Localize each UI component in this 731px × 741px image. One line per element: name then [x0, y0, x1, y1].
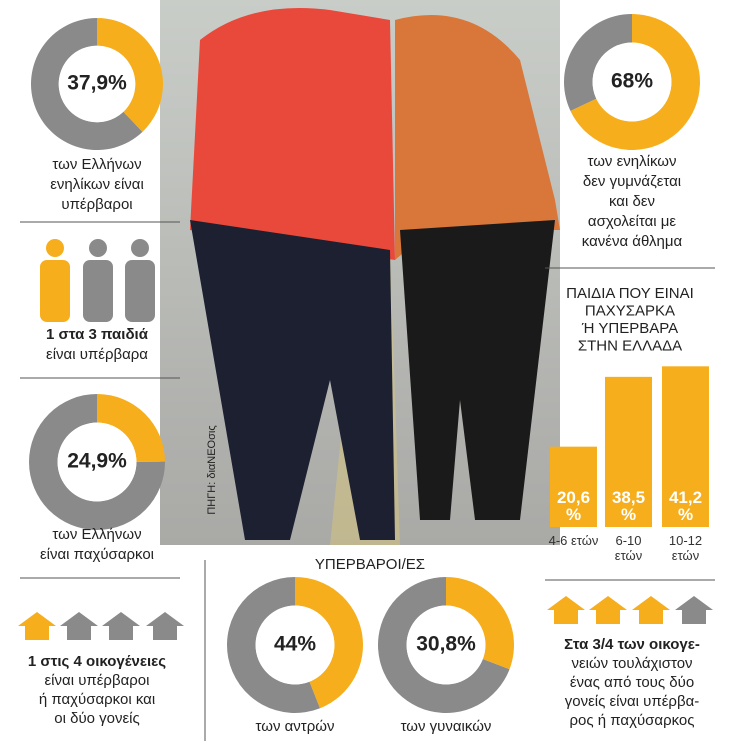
house-wall	[25, 626, 49, 640]
x-tick-label: 10-12 ετών	[668, 533, 703, 563]
chart-title: Ή ΥΠΕΡΒΑΡΑ	[581, 320, 678, 337]
donut-caption: ενηλίκων είναι	[50, 176, 144, 193]
chart-title: ΠΑΧΥΣΑΡΚΑ	[585, 302, 675, 319]
house-icon	[589, 596, 627, 624]
donut-rest	[29, 394, 165, 530]
person-body	[125, 260, 155, 322]
house-roof	[675, 596, 713, 610]
families-text: ρος ή παχύσαρκος	[569, 712, 694, 729]
source: ΠΗΓΗ: διαΝΕΟσις	[206, 425, 218, 514]
value-label: 41,2 %	[668, 488, 703, 524]
house-wall	[153, 626, 177, 640]
house-icon	[60, 612, 98, 640]
person-head	[131, 239, 149, 257]
house-wall	[596, 610, 620, 624]
donut-hole	[58, 45, 136, 123]
chart-title: ΠΑΙΔΙΑ ΠΟΥ ΕΙΝΑΙ	[566, 285, 694, 302]
donut-label: 37,9%	[67, 72, 127, 95]
donut-caption: κανένα άθλημα	[582, 233, 683, 250]
donut-segment	[97, 394, 165, 462]
house-roof	[632, 596, 670, 610]
donut-hole	[57, 422, 137, 502]
donut-caption: των αντρών	[256, 718, 335, 735]
house-icon	[146, 612, 184, 640]
donut-segment	[295, 577, 363, 709]
donut-segment	[446, 577, 514, 670]
children-text: είναι υπέρβαρα	[46, 346, 148, 363]
separators	[20, 221, 715, 741]
house-roof	[589, 596, 627, 610]
person-head	[46, 239, 64, 257]
donut-label: 24,9%	[67, 450, 127, 473]
house-icon	[632, 596, 670, 624]
person-icon	[83, 239, 113, 322]
value-label: 20,6 %	[556, 488, 591, 524]
house-roof	[60, 612, 98, 626]
donut-label: 68%	[611, 70, 653, 93]
families-text: ένας από τους δύο	[570, 674, 694, 691]
house-roof	[146, 612, 184, 626]
house-roof	[547, 596, 585, 610]
x-tick-label: 4-6 ετών	[548, 533, 599, 548]
children-text: 1 στα 3 παιδιά	[46, 326, 149, 343]
section-heading: ΥΠΕΡΒΑΡΟΙ/ΕΣ	[315, 556, 425, 573]
donut-caption: και δεν	[609, 193, 655, 210]
person-icon	[125, 239, 155, 322]
house-wall	[639, 610, 663, 624]
house-icon	[547, 596, 585, 624]
donut-hole	[255, 605, 335, 685]
donut-caption: ασχολείται με	[588, 213, 677, 230]
bar	[550, 446, 597, 527]
families-text: 1 στις 4 οικογένειες	[28, 653, 166, 670]
donut-caption: των ενηλίκων	[588, 153, 677, 170]
families-text: Στα 3/4 των οικογε-	[564, 636, 700, 653]
house-icon	[102, 612, 140, 640]
donut-caption: των γυναικών	[401, 718, 492, 735]
donut-caption: δεν γυμνάζεται	[583, 173, 681, 190]
donut-caption: των Ελλήνων	[52, 526, 141, 543]
house-wall	[682, 610, 706, 624]
donut-label: 30,8%	[416, 633, 476, 656]
person-icon	[40, 239, 70, 322]
families-text: ή παχύσαρκοι και	[39, 691, 155, 708]
donut-label: 44%	[274, 633, 316, 656]
donut-segment	[570, 14, 700, 151]
person-body	[40, 260, 70, 322]
x-tick-label: 6-10 ετών	[614, 533, 643, 563]
donut-segment	[97, 18, 163, 132]
donut-hole	[592, 42, 672, 122]
donut-rest	[226, 577, 321, 714]
house-roof	[18, 612, 56, 626]
house-wall	[554, 610, 578, 624]
donut-caption: υπέρβαροι	[61, 196, 132, 213]
value-label: 38,5 %	[611, 488, 646, 524]
families-text: γονείς είναι υπέρβα-	[565, 693, 700, 710]
donut-rest	[378, 577, 510, 713]
house-icon	[18, 612, 56, 640]
donut-rest	[564, 14, 632, 111]
house-wall	[67, 626, 91, 640]
bar	[605, 376, 652, 527]
families-text: οι δύο γονείς	[54, 710, 140, 727]
chart-title: ΣΤΗΝ ΕΛΛΑΔΑ	[578, 337, 682, 354]
house-wall	[109, 626, 133, 640]
photo	[160, 0, 560, 545]
families-text: είναι υπέρβαροι	[45, 672, 150, 689]
donut-rest	[31, 18, 143, 150]
donut-caption: των Ελλήνων	[52, 156, 141, 173]
person-body	[83, 260, 113, 322]
donut-hole	[406, 605, 486, 685]
bar	[662, 366, 709, 527]
donut-caption: είναι παχύσαρκοι	[40, 546, 154, 563]
person-head	[89, 239, 107, 257]
house-icon	[675, 596, 713, 624]
house-roof	[102, 612, 140, 626]
families-text: νειών τουλάχιστον	[571, 655, 692, 672]
